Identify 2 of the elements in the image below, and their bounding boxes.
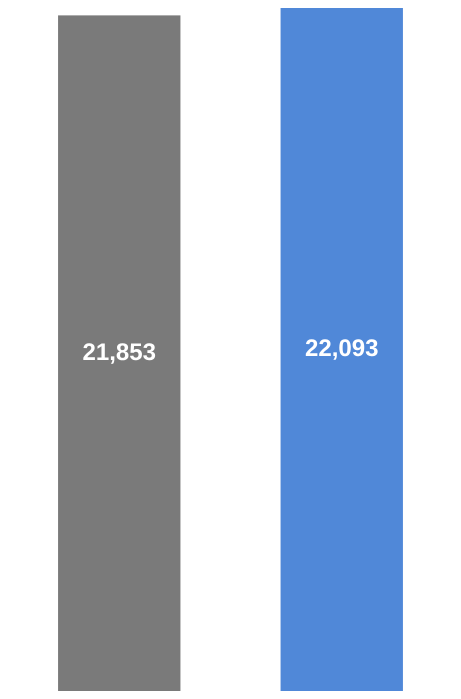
data-label: 21,853 [82, 338, 156, 366]
data-label: 22,093 [305, 335, 378, 362]
